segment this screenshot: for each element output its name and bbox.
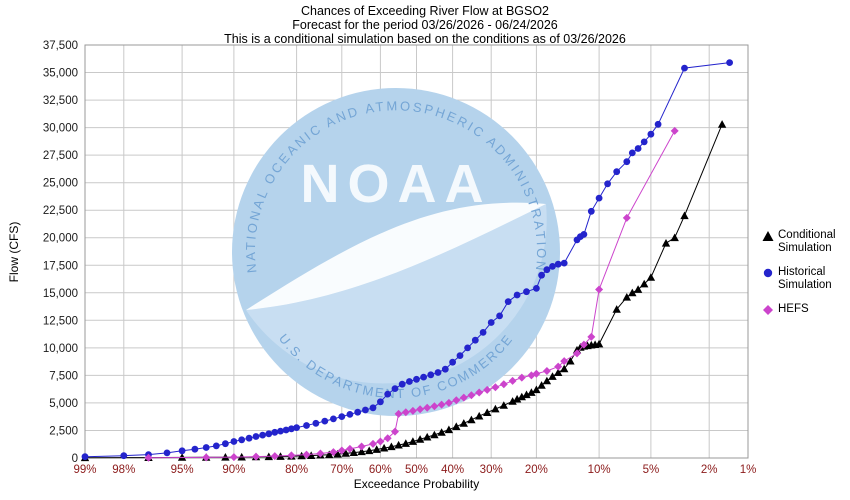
svg-text:30%: 30% [480,464,503,476]
chart-title-line-3: This is a conditional simulation based o… [224,32,626,46]
svg-text:32,500: 32,500 [43,95,78,107]
svg-text:25,000: 25,000 [43,178,78,190]
legend-label-historical-simulation: Historical Simulation [778,266,832,291]
svg-text:20,000: 20,000 [43,233,78,245]
svg-text:30,000: 30,000 [43,123,78,135]
chart-title-line-2: Forecast for the period 03/26/2026 - 06/… [292,18,558,32]
svg-text:2%: 2% [701,464,718,476]
legend-item-conditional-simulation: Conditional Simulation [762,229,850,255]
svg-text:0: 0 [72,453,78,465]
svg-text:1%: 1% [740,464,757,476]
triangle-marker-icon [762,231,774,241]
series-hefs [144,126,679,462]
svg-text:15,000: 15,000 [43,288,78,300]
chart-legend: Conditional Simulation Historical Simula… [762,229,850,327]
svg-text:17,500: 17,500 [43,260,78,272]
chart-titles: Chances of Exceeding River Flow at BGSO2… [0,4,850,46]
series-historical-simulation [81,59,733,461]
svg-text:27,500: 27,500 [43,150,78,162]
svg-text:90%: 90% [222,464,245,476]
svg-text:98%: 98% [112,464,135,476]
chart-title-line-1: Chances of Exceeding River Flow at BGSO2 [300,4,550,18]
tick-labels: 0 2,500 5,000 7,500 10,000 12,500 15,000 17,500… [43,40,757,476]
legend-item-hefs: HEFS [762,303,850,316]
svg-text:7,500: 7,500 [49,370,78,382]
svg-text:80%: 80% [285,464,308,476]
svg-text:5%: 5% [643,464,660,476]
x-axis-label: Exceedance Probability [353,477,480,491]
y-axis-label: Flow (CFS) [7,221,21,283]
watermark-noaa-text: NOAA [301,154,492,214]
svg-text:60%: 60% [369,464,392,476]
svg-text:37,500: 37,500 [43,40,78,52]
svg-text:12,500: 12,500 [43,315,78,327]
legend-label-conditional-simulation: Conditional Simulation [778,229,836,254]
noaa-logo-watermark: NATIONAL OCEANIC AND ATMOSPHERIC ADMINIS… [232,88,560,416]
legend-label-hefs: HEFS [778,303,809,315]
legend-item-historical-simulation: Historical Simulation [762,266,850,292]
svg-text:22,500: 22,500 [43,205,78,217]
svg-text:70%: 70% [330,464,353,476]
svg-text:50%: 50% [405,464,428,476]
svg-text:40%: 40% [441,464,464,476]
svg-text:5,000: 5,000 [49,398,78,410]
diamond-marker-icon [763,305,773,315]
circle-marker-icon [763,268,773,278]
svg-text:99%: 99% [73,464,96,476]
svg-text:10%: 10% [588,464,611,476]
plot-border [84,44,749,459]
svg-text:10,000: 10,000 [43,343,78,355]
svg-text:20%: 20% [525,464,548,476]
svg-text:35,000: 35,000 [43,68,78,80]
gull-icon [246,202,546,310]
svg-text:95%: 95% [171,464,194,476]
svg-text:2,500: 2,500 [49,426,78,438]
